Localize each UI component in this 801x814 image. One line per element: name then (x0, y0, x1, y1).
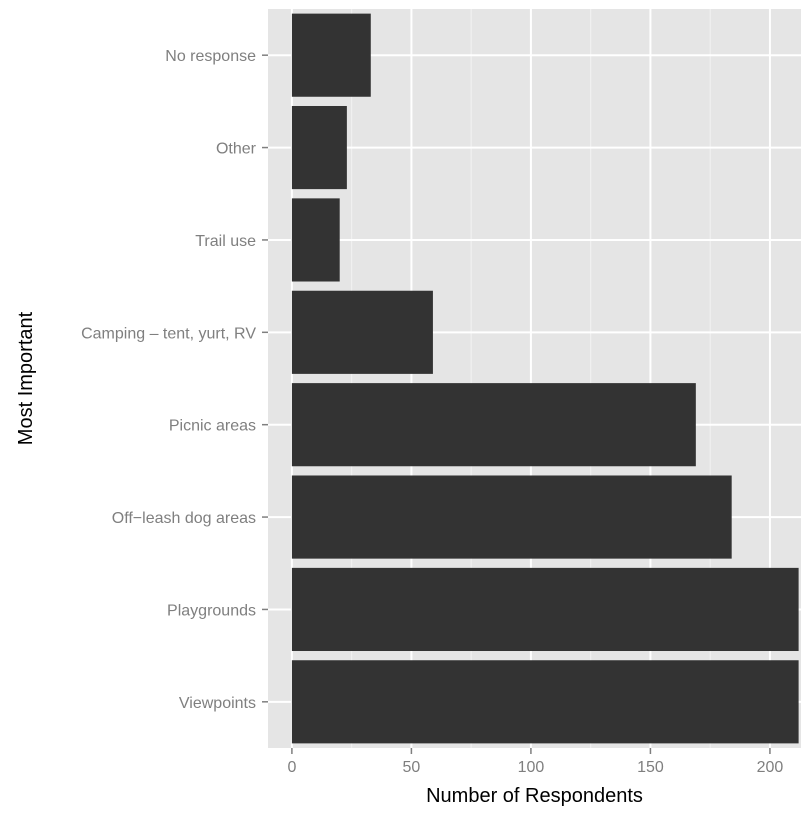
y-tick-label: Trail use (195, 233, 256, 250)
bar-2 (291, 475, 732, 559)
x-axis-title: Number of Respondents (426, 785, 643, 807)
y-axis-ticks: Viewpoints Playgrounds Off−leash dog areas… (81, 48, 268, 712)
bar-5 (291, 198, 340, 282)
y-tick-label: Other (216, 141, 257, 158)
bar-0 (291, 660, 799, 744)
x-tick-label: 150 (637, 759, 664, 776)
bars (291, 13, 799, 744)
bar-7 (291, 13, 371, 97)
x-axis-ticks: 0 50 100 150 200 (287, 748, 783, 776)
x-tick-label: 100 (518, 759, 545, 776)
x-tick-label: 50 (403, 759, 421, 776)
x-tick-label: 0 (287, 759, 296, 776)
y-tick-label: Picnic areas (169, 418, 256, 435)
y-tick-label: Camping – tent, yurt, RV (81, 325, 256, 342)
y-tick-label: Playgrounds (167, 602, 256, 619)
bar-3 (291, 383, 696, 467)
bar-1 (291, 567, 799, 652)
y-tick-label: Viewpoints (179, 695, 256, 712)
y-tick-label: No response (165, 48, 256, 65)
x-tick-label: 200 (757, 759, 784, 776)
y-axis-title: Most Important (15, 311, 37, 445)
bar-6 (291, 105, 347, 190)
bar-4 (291, 290, 433, 374)
y-tick-label: Off−leash dog areas (112, 510, 256, 527)
